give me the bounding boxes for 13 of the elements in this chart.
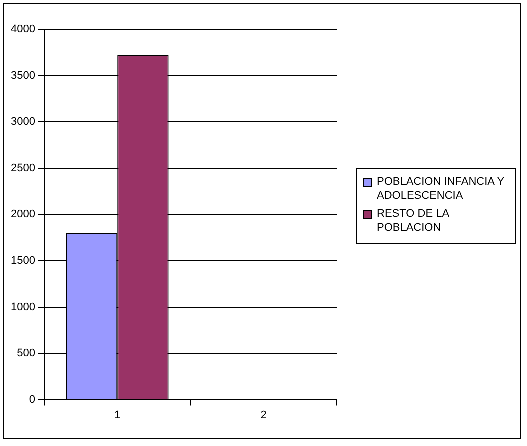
y-tick-label: 4000 xyxy=(10,24,36,36)
y-tick-label: 1000 xyxy=(10,301,36,314)
y-tick-label: 2000 xyxy=(10,208,36,221)
x-tick-label: 2 xyxy=(260,409,267,422)
y-tick-label: 3500 xyxy=(10,70,36,82)
y-tick-label: 3000 xyxy=(10,116,36,128)
legend-label: RESTO DE LA POBLACION xyxy=(377,207,450,235)
y-tick-label: 500 xyxy=(17,348,36,360)
y-tick-label: 2500 xyxy=(10,162,36,174)
x-tick-label: 1 xyxy=(114,409,121,422)
y-tick-label: 1500 xyxy=(10,255,36,268)
y-tick-label: 0 xyxy=(29,394,36,406)
legend-label: POBLACION INFANCIA Y ADOLESCENCIA xyxy=(377,175,506,203)
